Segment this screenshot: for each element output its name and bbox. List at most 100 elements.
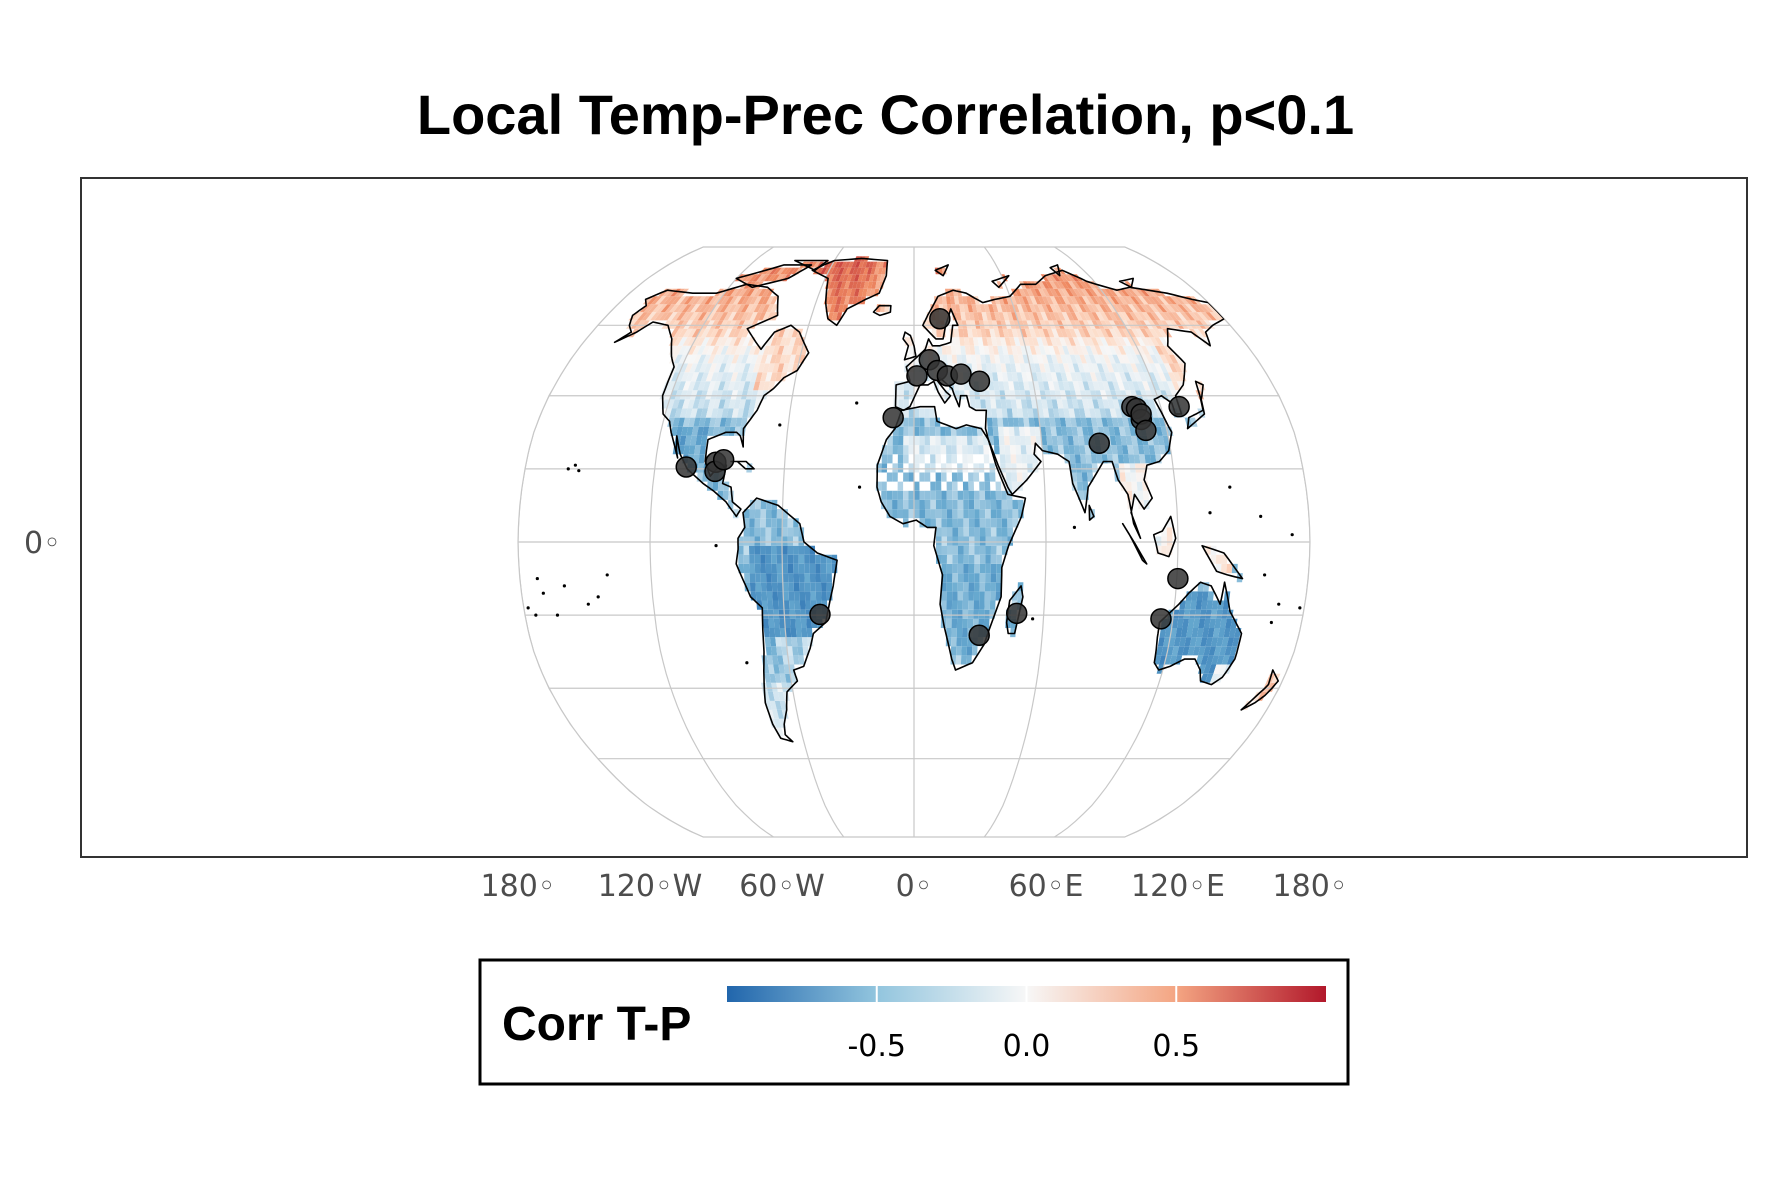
- raster-cell: [1068, 408, 1076, 418]
- raster-cell: [1158, 337, 1169, 346]
- raster-cell: [682, 345, 692, 355]
- raster-cell: [671, 312, 682, 321]
- raster-cell: [787, 655, 795, 665]
- raster-cell: [1055, 274, 1065, 282]
- raster-cell: [1131, 288, 1142, 297]
- raster-cell: [804, 582, 811, 592]
- raster-cell: [1066, 345, 1075, 355]
- raster-cell: [771, 563, 777, 574]
- raster-cell: [1105, 296, 1116, 305]
- raster-cell: [851, 261, 858, 268]
- raster-cell: [1150, 312, 1161, 321]
- raster-cell: [1085, 417, 1093, 427]
- raster-cell: [1166, 536, 1173, 546]
- raster-cell: [1082, 304, 1092, 313]
- raster-cell: [1047, 381, 1055, 391]
- raster-cell: [1109, 296, 1120, 305]
- island-dot: [1228, 485, 1232, 489]
- raster-cell: [919, 426, 925, 436]
- raster-cell: [702, 426, 710, 436]
- raster-cell: [996, 573, 1002, 583]
- raster-cell: [973, 312, 979, 321]
- raster-cell: [754, 518, 761, 528]
- raster-cell: [728, 426, 736, 436]
- raster-cell: [783, 664, 791, 674]
- raster-cell: [848, 261, 854, 268]
- raster-cell: [1040, 426, 1047, 436]
- raster-cell: [749, 399, 757, 409]
- raster-cell: [1016, 304, 1024, 313]
- raster-cell: [990, 518, 997, 528]
- raster-cell: [994, 296, 1001, 305]
- raster-cell: [955, 304, 961, 313]
- raster-cell: [1075, 372, 1083, 382]
- raster-cell: [998, 435, 1005, 446]
- raster-cell: [746, 288, 755, 297]
- raster-cell: [675, 426, 683, 436]
- raster-cell: [1052, 345, 1061, 355]
- raster-cell: [1091, 463, 1098, 473]
- raster-cell: [986, 408, 993, 418]
- raster-cell: [745, 274, 755, 282]
- raster-cell: [989, 390, 996, 400]
- raster-cell: [842, 288, 849, 297]
- raster-cell: [929, 408, 935, 418]
- raster-cell: [784, 354, 792, 364]
- raster-cell: [789, 337, 797, 346]
- raster-cell: [1092, 288, 1102, 297]
- island-dot: [714, 544, 718, 548]
- raster-cell: [1078, 408, 1086, 418]
- raster-cell: [737, 408, 744, 418]
- raster-cell: [711, 408, 719, 418]
- raster-cell: [771, 509, 777, 519]
- raster-cell: [766, 591, 773, 601]
- raster-cell: [903, 499, 909, 510]
- raster-cell: [1086, 304, 1096, 313]
- raster-cell: [1199, 673, 1209, 683]
- raster-cell: [1049, 417, 1056, 427]
- raster-cell: [1199, 320, 1211, 329]
- raster-cell: [1166, 381, 1176, 391]
- raster-cell: [1020, 399, 1028, 409]
- raster-cell: [1153, 296, 1165, 305]
- raster-cell: [772, 345, 780, 355]
- raster-cell: [791, 637, 798, 647]
- raster-cell: [1155, 426, 1163, 436]
- raster-cell: [639, 304, 651, 313]
- raster-cell: [1045, 426, 1052, 436]
- raster-cell: [763, 345, 771, 355]
- raster-cell: [669, 354, 678, 364]
- raster-cell: [1022, 320, 1030, 329]
- raster-cell: [670, 320, 681, 329]
- graticule-meridian: [983, 247, 1047, 837]
- raster-cell: [1127, 288, 1138, 297]
- raster-cell: [1059, 337, 1067, 346]
- raster-cell: [1018, 337, 1026, 346]
- raster-cell: [750, 288, 759, 297]
- raster-cell: [1082, 320, 1092, 329]
- raster-cell: [753, 312, 762, 321]
- raster-cell: [1119, 372, 1128, 382]
- raster-cell: [702, 381, 711, 391]
- raster-cell: [1099, 345, 1108, 355]
- legend: Corr T-P -0.5 0.0 0.5: [478, 958, 1350, 1086]
- raster-cell: [1218, 628, 1226, 638]
- raster-cell: [711, 345, 720, 355]
- raster-cell: [727, 312, 737, 321]
- raster-cell: [1213, 664, 1222, 674]
- raster-cell: [715, 304, 725, 313]
- coastline: [1118, 277, 1134, 289]
- raster-cell: [1117, 381, 1126, 391]
- raster-cell: [745, 372, 753, 382]
- raster-cell: [1183, 609, 1191, 619]
- raster-cell: [985, 527, 991, 537]
- raster-cell: [1006, 312, 1014, 321]
- raster-cell: [1065, 372, 1073, 382]
- raster-cell: [876, 274, 882, 282]
- raster-cell: [1182, 618, 1189, 628]
- raster-cell: [963, 545, 969, 555]
- raster-cell: [841, 261, 848, 268]
- raster-cell: [691, 337, 701, 346]
- raster-cell: [1125, 435, 1133, 446]
- raster-cell: [1165, 320, 1176, 329]
